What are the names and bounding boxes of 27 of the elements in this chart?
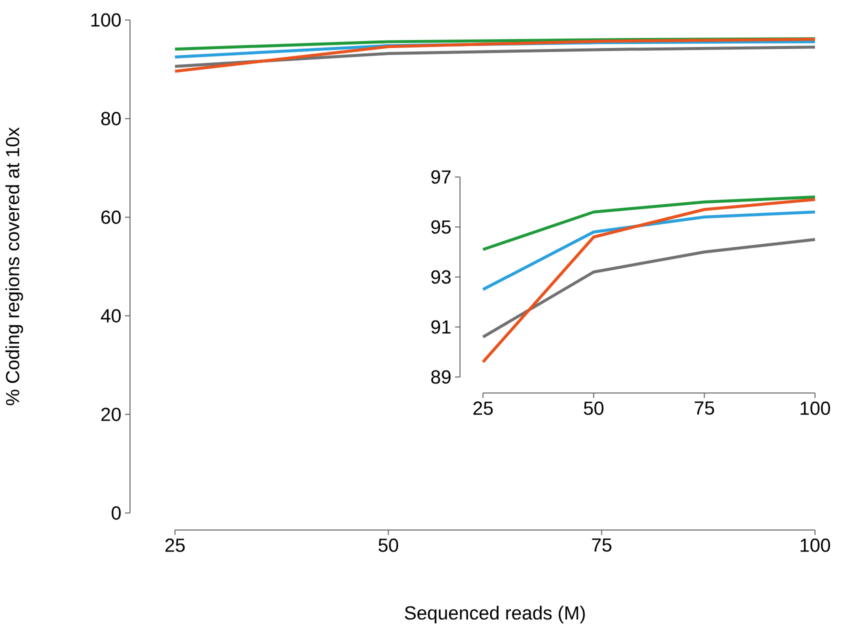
y-tick-label: 97 <box>431 170 451 184</box>
y-tick-label: 100 <box>91 13 121 27</box>
x-tick-label: 75 <box>694 402 714 415</box>
y-axis-title: % Coding regions covered at 10x <box>5 127 24 406</box>
line-series <box>482 196 817 251</box>
line-series <box>482 198 817 364</box>
line-series <box>482 238 817 338</box>
x-tick-label: 50 <box>584 402 604 415</box>
y-tick-label: 80 <box>101 112 121 126</box>
x-tick-label: 25 <box>473 402 493 415</box>
x-tick-label: 100 <box>800 538 830 552</box>
y-tick-label: 93 <box>431 270 451 284</box>
y-tick-label: 89 <box>431 370 451 384</box>
line-series <box>174 38 816 73</box>
x-tick-label: 25 <box>165 538 185 552</box>
line-series <box>482 210 817 291</box>
y-tick-label: 60 <box>101 210 121 224</box>
x-tick-label: 50 <box>378 538 398 552</box>
x-tick-label: 100 <box>800 402 830 415</box>
line-series <box>174 46 816 68</box>
x-tick-label: 75 <box>592 538 612 552</box>
y-tick-label: 0 <box>112 506 121 520</box>
y-tick-label: 40 <box>100 309 121 322</box>
x-axis-title: Sequenced reads (M) <box>404 606 585 624</box>
y-tick-label: 20 <box>101 408 121 422</box>
y-tick-label: 91 <box>431 320 451 334</box>
y-tick-label: 95 <box>431 220 451 234</box>
